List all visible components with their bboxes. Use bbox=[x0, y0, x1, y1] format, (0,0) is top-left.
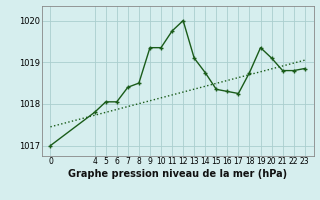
X-axis label: Graphe pression niveau de la mer (hPa): Graphe pression niveau de la mer (hPa) bbox=[68, 169, 287, 179]
